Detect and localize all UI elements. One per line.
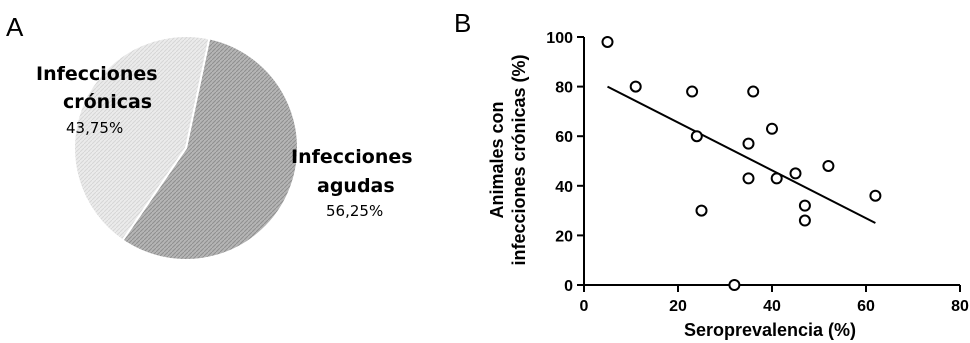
y-axis-title-group: Animales con infecciones crónicas (%)	[487, 54, 529, 265]
scatter-chart: 0 20 40 60 80 100 0 20 40 60 80	[546, 30, 969, 315]
pie-label-agudas-line1: Infecciones	[291, 146, 413, 168]
panel-a-letter: A	[6, 12, 24, 42]
data-point	[798, 199, 811, 212]
pie-slice-infecciones-cronicas	[73, 35, 211, 242]
data-point	[629, 80, 642, 93]
data-point	[747, 85, 760, 98]
data-point	[789, 167, 802, 180]
x-tick-label: 20	[669, 298, 687, 315]
y-tick-label: 80	[555, 80, 573, 97]
y-tick-label: 60	[555, 129, 573, 146]
data-point	[686, 85, 699, 98]
panel-b-letter: B	[454, 8, 471, 38]
data-point	[690, 130, 703, 143]
x-tick-label: 0	[580, 298, 589, 315]
y-axis-title-line1: Animales con	[487, 101, 507, 218]
data-points	[601, 35, 882, 291]
x-axis-title: Seroprevalencia (%)	[684, 320, 856, 340]
pie-label-cronicas-line1: Infecciones	[36, 63, 158, 85]
pie-chart	[73, 35, 299, 261]
y-axis-title-line2: infecciones crónicas (%)	[509, 54, 529, 265]
data-point	[798, 214, 811, 227]
y-tick-label: 100	[546, 30, 573, 47]
x-ticks: 0 20 40 60 80	[580, 285, 969, 315]
x-tick-label: 80	[951, 298, 969, 315]
pie-percent-agudas: 56,25%	[326, 202, 383, 220]
data-point	[742, 137, 755, 150]
y-ticks: 0 20 40 60 80 100	[546, 30, 584, 295]
pie-label-agudas-line2: agudas	[317, 175, 395, 197]
y-tick-label: 40	[555, 179, 573, 196]
data-point	[770, 172, 783, 185]
x-tick-label: 40	[763, 298, 781, 315]
data-point	[728, 279, 741, 291]
data-point	[869, 189, 882, 202]
data-point	[822, 159, 835, 172]
pie-percent-cronicas: 43,75%	[66, 119, 123, 137]
y-tick-label: 20	[555, 228, 573, 245]
data-point	[742, 172, 755, 185]
trend-line	[607, 85, 876, 224]
pie-label-cronicas-line2: crónicas	[63, 91, 152, 113]
x-tick-label: 60	[857, 298, 875, 315]
data-point	[695, 204, 708, 217]
y-tick-label: 0	[564, 278, 573, 295]
data-point	[601, 35, 614, 48]
data-point	[766, 122, 778, 135]
pie-slice-infecciones-agudas	[121, 37, 299, 261]
